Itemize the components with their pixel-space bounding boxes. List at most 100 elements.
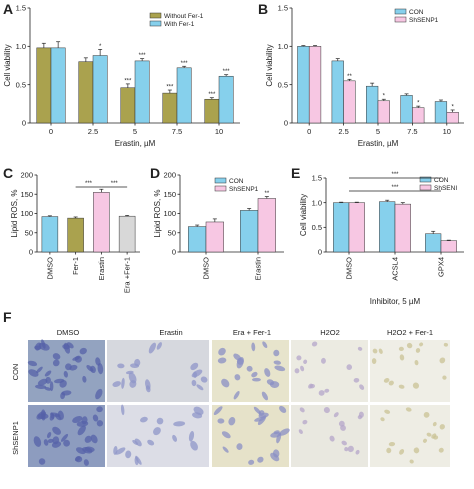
y-tick-label: 1.0 — [278, 42, 288, 51]
x-axis-label: Erastin, µM — [358, 139, 399, 148]
stained-cell — [49, 414, 55, 421]
bar — [118, 215, 136, 253]
stained-cell — [125, 450, 132, 459]
legend-swatch — [214, 185, 227, 192]
stained-cell — [318, 390, 325, 396]
stained-cell — [270, 452, 280, 462]
stained-cell — [359, 384, 365, 390]
bar — [205, 221, 224, 253]
x-tick-label: ACSL4 — [391, 257, 400, 281]
stained-cell — [65, 363, 72, 371]
panel-label-a: A — [3, 1, 13, 17]
micrograph-image — [107, 340, 209, 402]
stained-cell — [218, 347, 226, 356]
stained-cell — [120, 404, 125, 416]
significance-label: *** — [208, 92, 216, 98]
bar — [446, 112, 459, 124]
stained-cell — [83, 459, 89, 466]
bar — [92, 55, 108, 124]
significance-label: *** — [111, 181, 119, 187]
stained-cell — [57, 410, 64, 420]
stained-cell — [236, 443, 243, 450]
stained-cell — [442, 375, 447, 380]
legend-swatch — [419, 184, 432, 191]
stained-cell — [279, 405, 287, 413]
stained-cell — [221, 378, 230, 388]
significance-label: *** — [181, 61, 189, 67]
column-label-h2o2: H2O2 — [320, 328, 340, 337]
stained-cell — [321, 357, 326, 364]
legend-swatch — [394, 8, 407, 15]
stained-cell — [222, 446, 229, 453]
stained-cell — [34, 384, 47, 389]
bar — [240, 210, 259, 253]
stained-cell — [257, 456, 264, 463]
stained-cell — [140, 416, 148, 423]
stained-cell — [86, 365, 94, 372]
stained-cell — [147, 439, 155, 446]
stained-cell — [27, 360, 38, 367]
stained-cell — [37, 378, 48, 386]
stained-cell — [279, 428, 290, 436]
stained-cell — [323, 407, 330, 414]
stained-cell — [298, 429, 303, 434]
x-tick-label: DMSO — [345, 257, 354, 280]
stained-cell — [63, 370, 68, 378]
stained-cell — [303, 359, 308, 365]
bar — [434, 101, 448, 124]
stained-cell — [399, 354, 405, 361]
x-tick-label: Erastin — [254, 257, 263, 280]
stained-cell — [273, 349, 280, 357]
legend-label: Without Fer-1 — [164, 13, 204, 20]
stained-cell — [426, 432, 432, 437]
y-axis-label: Lipid ROS, % — [153, 189, 162, 237]
panel-label-f: F — [3, 309, 12, 325]
x-tick-label: 10 — [215, 127, 223, 136]
x-tick-label: DMSO — [45, 257, 54, 280]
x-tick-label: Era +Fer-1 — [123, 257, 132, 293]
bar — [134, 60, 150, 124]
stained-cell — [75, 447, 86, 455]
bar — [36, 47, 52, 124]
stained-cell — [409, 459, 414, 464]
x-tick-label: 7.5 — [407, 127, 417, 136]
stained-cell — [384, 409, 391, 414]
bar — [50, 47, 66, 124]
x-tick-label: GPX4 — [437, 257, 446, 277]
bar — [162, 92, 178, 124]
significance-label: * — [417, 101, 420, 107]
stained-cell — [422, 438, 427, 443]
stained-cell — [117, 363, 125, 369]
legend-label: CON — [229, 178, 244, 185]
stained-cell — [134, 438, 142, 447]
stained-cell — [59, 380, 67, 388]
stained-cell — [156, 417, 164, 425]
stained-cell — [44, 370, 52, 377]
stained-cell — [296, 355, 302, 361]
legend-label: ShSENP1 — [409, 17, 439, 24]
stained-cell — [262, 341, 268, 349]
stained-cell — [299, 407, 305, 413]
stained-cell — [196, 384, 204, 391]
column-label-erastin: Erastin — [159, 328, 182, 337]
stained-cell — [302, 419, 308, 425]
significance-label: * — [99, 44, 102, 50]
stained-cell — [84, 435, 92, 443]
stained-cell — [173, 421, 186, 427]
y-tick-label: 0.5 — [312, 223, 322, 232]
legend-swatch — [419, 176, 432, 183]
x-axis-label: Inhibitor, 5 µM — [370, 297, 421, 306]
significance-label: * — [451, 104, 454, 110]
x-tick-label: Fer-1 — [71, 257, 80, 275]
bar — [41, 216, 59, 253]
stained-cell — [43, 439, 49, 446]
stained-cell — [357, 346, 363, 351]
legend-swatch — [394, 16, 407, 23]
stained-cell — [75, 456, 83, 463]
significance-label: *** — [139, 53, 147, 59]
stained-cell — [233, 353, 242, 361]
x-axis-label: Erastin, µM — [115, 139, 156, 148]
stained-cell — [443, 342, 449, 347]
